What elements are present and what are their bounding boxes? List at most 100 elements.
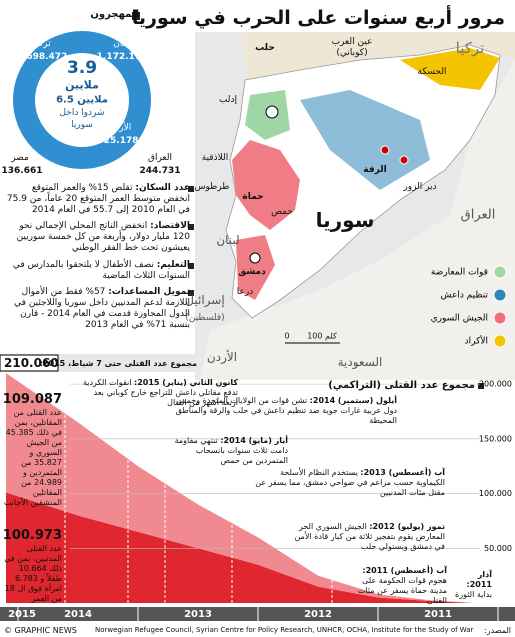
- donut-center: ملايين: [65, 78, 99, 92]
- country-value: 1.172.170: [96, 52, 148, 62]
- map-label: حماة: [242, 192, 264, 202]
- isis-area: [300, 90, 430, 190]
- event-body: تشن قوات من الولايات المتحدة وخمس دول عر…: [175, 396, 397, 425]
- bullet: [188, 224, 194, 230]
- country-name: مصر: [11, 153, 29, 163]
- country-name: لبنان: [113, 39, 131, 49]
- area: [6, 373, 474, 603]
- map-label: الحسكة: [417, 67, 447, 77]
- event: آب (أغسطس) 2013: يستخدم النظام الأسلحة ا…: [250, 468, 445, 498]
- donut-center: شردوا داخل: [59, 108, 105, 118]
- event: آب (أغسطس) 2011: هجوم قوات الحكومة على م…: [352, 566, 447, 606]
- map-label: (فلسطين): [185, 313, 225, 323]
- bullet: [132, 12, 140, 20]
- annotation-text: عدد القتلى المدنيين، بمن في ذلك 10.664 ط…: [4, 544, 62, 603]
- bullet: [188, 186, 194, 192]
- city-aleppo: [265, 105, 279, 119]
- annotation-total: 109.087: [2, 392, 62, 407]
- event-heading: آب (أغسطس) 2013:: [360, 468, 445, 477]
- stat: تمويل المساعدات: 57% فقط من الأموال اللا…: [5, 287, 190, 331]
- stat-body: نصف الأطفال لا يلتحقوا بالمدارس في السنو…: [12, 260, 190, 281]
- map-label: إدلب: [218, 95, 238, 105]
- event-heading: أيلول (سبتمبر) 2014:: [309, 396, 397, 405]
- army-area: [232, 140, 300, 230]
- event: كانون الثاني (يناير) 2015: انقوات الكردي…: [78, 378, 238, 408]
- event-heading: أيار (مايو) 2014:: [220, 436, 288, 445]
- stat-heading: تمويل المساعدات:: [108, 287, 190, 297]
- army-area: [236, 235, 275, 300]
- sources: Norwegian Refugee Council, Syrian Centre…: [95, 626, 474, 634]
- total-value: 210.060: [4, 356, 59, 370]
- y-tick-label: 150.000: [479, 434, 512, 443]
- bullet: [188, 290, 194, 296]
- title: مرور أربع سنوات على الحرب في سوريا: [131, 7, 505, 29]
- x-tick-label: 2013: [184, 609, 212, 620]
- donut-center: 3.9: [66, 58, 98, 78]
- stat-heading: عدد السكان:: [135, 183, 190, 193]
- x-tick-label: 2014: [64, 609, 92, 620]
- event-body: يستخدم النظام الأسلحة الكيماوية حسب مزاع…: [255, 468, 445, 497]
- credit: © GRAPHIC NEWS: [4, 626, 77, 635]
- iraq-land: [450, 60, 515, 250]
- map-label: سوريا: [315, 208, 375, 232]
- map-label: اللاذقية: [201, 153, 229, 163]
- x-tick-label: 2015: [8, 609, 36, 620]
- source-label: المصدر:: [484, 626, 511, 635]
- legend-label: قوات المعارضة: [431, 268, 488, 278]
- event-heading: آب (أغسطس) 2011:: [362, 566, 447, 575]
- map-label: دير الزور: [403, 182, 437, 192]
- stat: التعليم: نصف الأطفال لا يلتحقوا بالمدارس…: [5, 260, 190, 282]
- country-value: 136.661: [1, 166, 43, 176]
- legend-swatch: [493, 334, 507, 348]
- stat-heading: التعليم:: [156, 260, 190, 270]
- annotation: 100.973 عدد القتلى المدنيين، بمن في ذلك 1…: [2, 528, 62, 604]
- stat-body: انخفض الناتج المحلي الإجمالي نحو 120 ملي…: [16, 221, 190, 253]
- stat: عدد السكان: تقلص 15% والعمر المتوقع انخف…: [5, 183, 190, 216]
- country-value: 244.731: [139, 166, 181, 176]
- city-damascus: [249, 252, 261, 264]
- annotation-total: 100.973: [2, 528, 62, 543]
- legend-swatch: [493, 311, 507, 325]
- y-tick-label: 100.000: [479, 489, 512, 498]
- donut-center: 6.5 ملايين: [56, 94, 108, 106]
- map-label: حلب: [255, 43, 275, 53]
- stat-body: تقلص 15% والعمر المتوقع انخفض متوسط العم…: [6, 183, 190, 215]
- event-heading: تموز (يوليو) 2012:: [369, 522, 445, 531]
- syria-land: [225, 44, 501, 319]
- bullet: [188, 263, 194, 269]
- country-value: 625.178: [97, 136, 139, 146]
- map-label: 0: [284, 331, 290, 341]
- map-label: العراق: [460, 207, 496, 223]
- event: أيار (مايو) 2014: تنتهي مقاومة دامت ثلاث…: [168, 436, 288, 466]
- map-label: الرقة: [363, 165, 387, 175]
- stat-body: 57% فقط من الأموال اللازمة لدعم المدنيين…: [14, 287, 190, 330]
- map-label: درعا: [236, 287, 254, 297]
- map-label: طرطوس: [194, 182, 230, 192]
- y-tick-label: 200.000: [479, 380, 512, 389]
- event: أيلول (سبتمبر) 2014: تشن قوات من الولايا…: [172, 396, 397, 426]
- event-body: انقوات الكردية تدفع مقاتلي داعش للتراجع …: [82, 378, 238, 407]
- country-name: العراق: [147, 153, 173, 163]
- total-box: [0, 354, 59, 372]
- event: آذار 2011: بداية الثورة: [452, 570, 492, 600]
- stat: الاقتصاد: انخفض الناتج المحلي الإجمالي ن…: [5, 221, 190, 254]
- legend-label: الجيش السوري: [431, 314, 488, 324]
- event-body: هجوم قوات الحكومة على مدينة حماة يسفر عن…: [357, 576, 447, 605]
- event-heading: كانون الثاني (يناير) 2015:: [133, 378, 238, 387]
- legend-swatch: [493, 265, 507, 279]
- event-body: الجيش السوري الحر المعارض يقوم بتفجير ثل…: [294, 522, 445, 551]
- area: [6, 492, 474, 603]
- event: تموز (يوليو) 2012: الجيش السوري الحر الم…: [285, 522, 445, 552]
- map-label: 100 كلم: [307, 331, 337, 341]
- map-label: لبنان: [216, 233, 240, 247]
- legend-label: تنظيم داعش: [440, 291, 488, 301]
- country-name: تركيا: [33, 39, 51, 49]
- y-tick-label: 50.000: [484, 544, 512, 553]
- x-tick-label: 2012: [304, 609, 332, 620]
- country-name: الأردن: [108, 123, 132, 133]
- legend-swatch: [493, 288, 507, 302]
- x-tick-label: 2011: [424, 609, 452, 620]
- annotation-text: عدد القتلى من المقاتلين، بمن في ذلك 45.3…: [3, 408, 62, 507]
